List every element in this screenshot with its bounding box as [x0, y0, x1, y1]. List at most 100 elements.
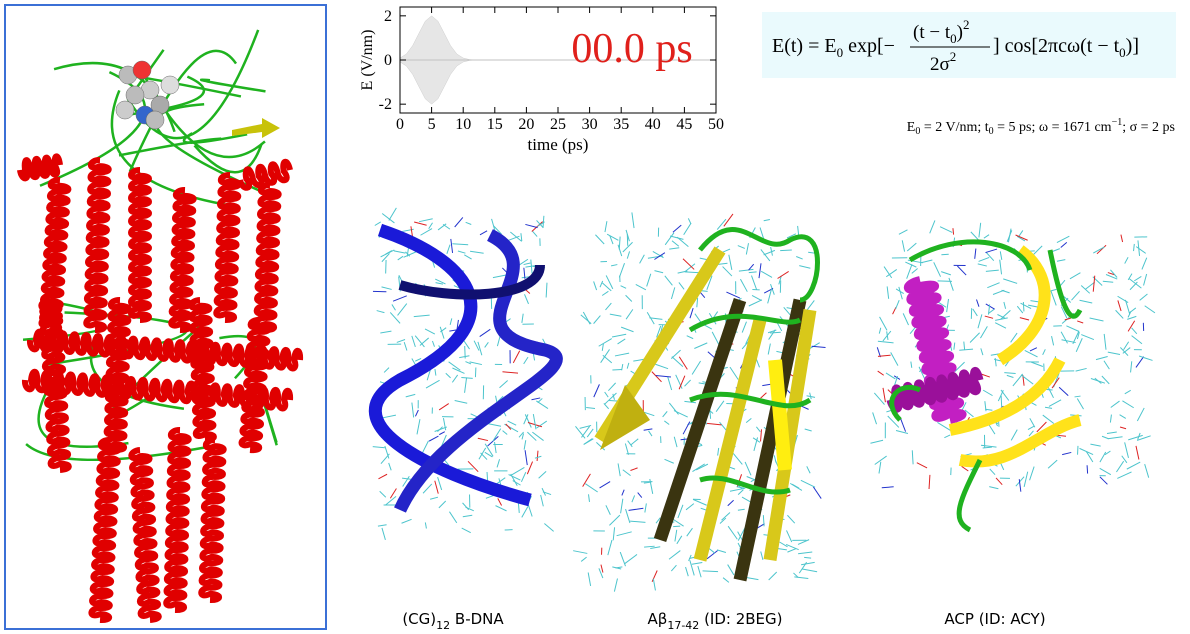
helix [83, 157, 112, 333]
stick [1122, 347, 1131, 354]
stick [722, 266, 733, 277]
stick [502, 371, 519, 374]
stick [464, 254, 472, 260]
stick [647, 255, 664, 259]
stick [980, 444, 997, 448]
eq-part: E(t) = E [772, 35, 837, 57]
stick [941, 253, 949, 256]
stick [502, 430, 508, 435]
x-tick-label: 20 [518, 116, 534, 133]
param-part: E [907, 120, 916, 135]
stick [442, 223, 451, 230]
stick [477, 341, 483, 356]
stick [669, 247, 680, 250]
stick [422, 483, 433, 494]
stick [762, 515, 765, 527]
stick [1051, 336, 1055, 346]
stick [428, 222, 433, 230]
stick [760, 429, 762, 442]
stick [414, 335, 425, 348]
stick [1071, 290, 1080, 301]
stick [508, 474, 521, 481]
stick [538, 470, 547, 479]
stick [778, 275, 782, 285]
stick [377, 524, 387, 527]
stick [655, 374, 672, 378]
stick [497, 498, 503, 506]
stick [521, 433, 525, 440]
stick [461, 376, 473, 379]
stick [1004, 372, 1016, 374]
stick [655, 517, 661, 524]
param-part: ; σ = 2 ps [1122, 120, 1175, 135]
stick [415, 357, 422, 362]
stick [872, 412, 878, 425]
caption: Aβ17-42 (ID: 2BEG) [647, 610, 782, 632]
stick [617, 338, 626, 345]
stick [462, 339, 470, 350]
stick [536, 450, 539, 462]
loop [193, 143, 263, 174]
stick [434, 480, 439, 494]
x-tick-label: 35 [613, 116, 629, 133]
stick [1124, 389, 1131, 395]
stick [985, 251, 995, 262]
stick [609, 313, 622, 317]
stick [1047, 386, 1054, 399]
stick [1107, 436, 1123, 440]
stick [898, 229, 908, 235]
stick [525, 223, 538, 229]
stick [434, 369, 437, 376]
stick [1099, 451, 1107, 463]
stick [477, 437, 489, 442]
stick [654, 252, 666, 260]
stick [586, 428, 594, 438]
stick [1060, 331, 1068, 344]
stick [1135, 246, 1147, 254]
stick [654, 270, 664, 274]
stick [685, 503, 695, 511]
stick [910, 361, 913, 368]
stick [793, 572, 799, 578]
stick [452, 243, 469, 246]
stick [804, 428, 812, 432]
helix [238, 317, 272, 454]
stick [687, 218, 692, 225]
stick [1101, 435, 1109, 440]
stick [791, 483, 800, 489]
stick [946, 298, 950, 313]
stick [494, 441, 497, 454]
stick [620, 498, 624, 514]
x-tick-label: 15 [487, 116, 503, 133]
stick [678, 356, 688, 370]
stick [479, 230, 488, 236]
stick [602, 282, 612, 292]
stick [748, 263, 755, 271]
stick [523, 440, 527, 450]
stick [806, 466, 811, 474]
parameters: E0 = 2 V/nm; t0 = 5 ps; ω = 1671 cm−1; σ… [907, 117, 1175, 137]
helix [886, 366, 984, 413]
stick [1110, 269, 1118, 278]
stick [787, 514, 796, 524]
loop [688, 227, 820, 495]
stick [797, 539, 810, 545]
stick [384, 496, 397, 506]
stick [767, 288, 772, 304]
stick [624, 443, 629, 455]
stick [437, 476, 443, 491]
stick [1136, 407, 1145, 422]
stick [442, 418, 447, 431]
stick [1127, 320, 1136, 332]
stick [760, 392, 767, 399]
stick [1010, 332, 1018, 343]
stick [435, 282, 444, 285]
stick [1104, 450, 1111, 456]
stick [760, 270, 773, 278]
stick [1056, 235, 1070, 244]
stick [770, 283, 775, 295]
stick [684, 400, 696, 404]
stick [389, 488, 397, 499]
stick [691, 360, 702, 375]
stick [532, 431, 544, 441]
